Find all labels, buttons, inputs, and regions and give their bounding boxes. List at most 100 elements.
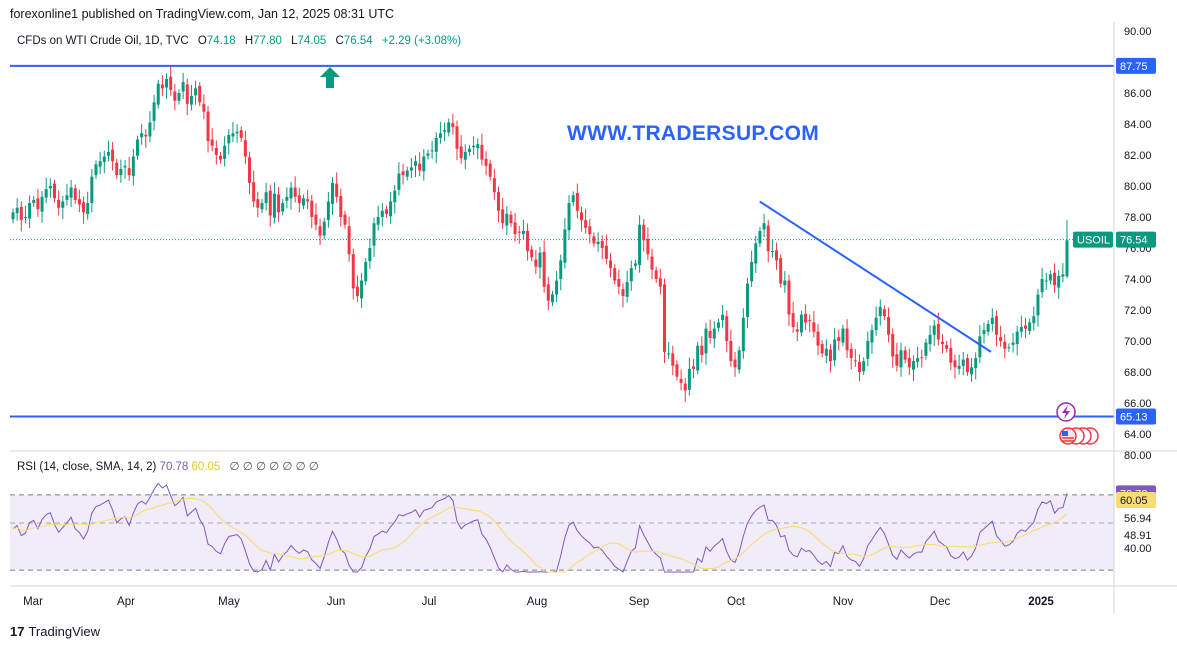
rsi-line	[12, 482, 1068, 573]
candle	[530, 245, 534, 262]
candle-body	[841, 328, 845, 343]
candle-body	[575, 192, 579, 211]
tradingview-footer[interactable]: 17 TradingView	[10, 624, 100, 639]
candle-body	[579, 212, 583, 221]
candle	[899, 342, 903, 377]
candle	[816, 324, 820, 356]
candle	[77, 189, 81, 213]
candle	[849, 343, 853, 370]
candle-body	[61, 201, 65, 208]
candle-body	[563, 229, 567, 263]
candle	[326, 192, 330, 228]
candle-body	[198, 86, 202, 103]
candle	[833, 328, 837, 367]
candle-body	[181, 82, 185, 92]
candle-body	[858, 361, 862, 372]
candle	[596, 232, 600, 252]
candle	[451, 113, 455, 135]
candle	[40, 191, 44, 223]
candle-body	[783, 280, 787, 286]
candle-body	[505, 213, 509, 226]
candle	[567, 195, 571, 240]
candle	[1057, 270, 1061, 299]
candle-body	[878, 306, 882, 317]
rsi-sma-tag: 60.05	[1116, 492, 1156, 508]
symbol-label[interactable]: CFDs on WTI Crude Oil, 1D, TVC	[17, 35, 189, 47]
candle-body	[1053, 272, 1057, 286]
candle	[19, 201, 23, 232]
candle	[156, 79, 160, 109]
candle	[293, 176, 297, 203]
candle	[779, 254, 783, 288]
candle-body	[725, 316, 729, 341]
candle-body	[86, 203, 90, 214]
candle	[687, 357, 691, 396]
candle-body	[438, 133, 442, 138]
us-flag-icon[interactable]	[1059, 427, 1099, 445]
price-tick-label: 72.00	[1124, 305, 1152, 317]
candle-body	[692, 366, 696, 369]
candle	[924, 338, 928, 360]
candle	[231, 121, 235, 143]
candle-body	[11, 212, 15, 220]
candle-body	[887, 316, 891, 335]
candle-body	[156, 83, 160, 105]
candle	[90, 169, 94, 213]
low-value: 74.05	[297, 35, 327, 47]
candle	[708, 319, 712, 344]
candle-body	[98, 161, 102, 167]
candle	[430, 140, 434, 159]
candle-body	[667, 353, 671, 355]
candle-body	[480, 144, 484, 160]
level-price-tag: 87.75	[1116, 57, 1156, 74]
candle-body	[77, 199, 81, 205]
candle	[102, 150, 106, 174]
candle	[745, 277, 749, 329]
candle	[48, 178, 52, 198]
candle-body	[820, 344, 824, 354]
candle	[795, 321, 799, 342]
candle	[94, 160, 98, 180]
rsi-band-fill	[10, 494, 1114, 571]
candle-body	[542, 251, 546, 287]
candle-body	[849, 348, 853, 359]
candle	[177, 89, 181, 105]
candle	[932, 319, 936, 347]
candle	[974, 352, 978, 380]
candle-body	[621, 289, 625, 297]
candle-body	[360, 280, 364, 299]
candle-body	[791, 313, 795, 328]
candle	[1036, 288, 1040, 327]
candle	[704, 322, 708, 365]
candle-body	[990, 317, 994, 324]
candle-body	[700, 345, 704, 355]
candle-body	[28, 203, 32, 219]
candle	[791, 301, 795, 333]
candle	[592, 232, 596, 248]
candle	[949, 338, 953, 371]
close-key: C	[335, 35, 344, 47]
candle-body	[231, 133, 235, 137]
candle-body	[654, 270, 658, 279]
candle	[571, 191, 575, 207]
candle	[492, 168, 496, 200]
candle-body	[978, 336, 982, 358]
candle	[820, 340, 824, 358]
price-tick-label: 68.00	[1124, 367, 1152, 379]
candle-body	[140, 133, 144, 138]
candle	[497, 186, 501, 223]
rsi-label[interactable]: RSI (14, close, SMA, 14, 2)	[17, 461, 157, 473]
time-tick-label: Aug	[527, 596, 547, 608]
candle	[397, 162, 401, 196]
candle-body	[638, 224, 642, 266]
rsi-nil-values: ∅ ∅ ∅ ∅ ∅ ∅ ∅	[229, 461, 319, 473]
candle-body	[1032, 316, 1036, 324]
level-price-tag-bg	[1116, 57, 1156, 74]
candle	[297, 187, 301, 213]
candle	[1053, 263, 1057, 293]
candle-body	[476, 144, 480, 149]
lightning-icon[interactable]	[1056, 402, 1076, 422]
candle	[696, 341, 700, 375]
